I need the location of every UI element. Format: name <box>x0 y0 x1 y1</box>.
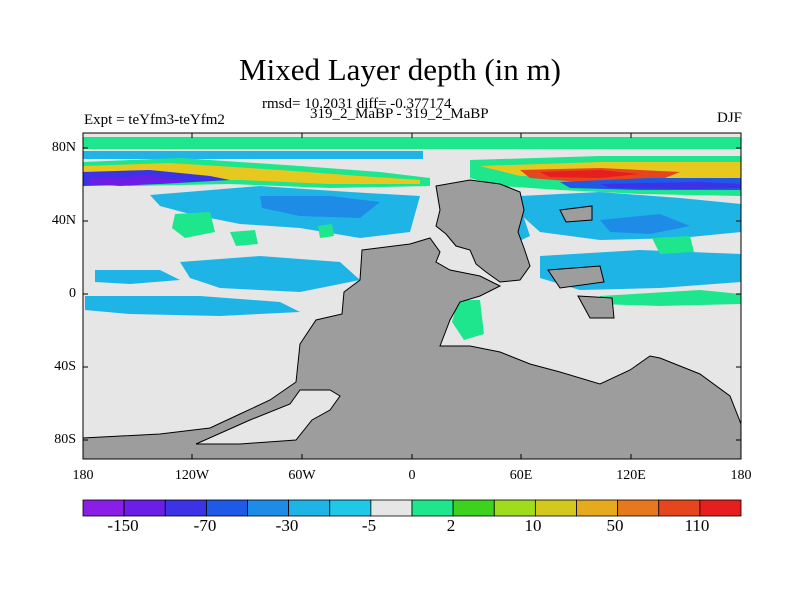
land-mass <box>435 179 531 283</box>
lat-label: 40S <box>54 359 76 374</box>
colorbar-swatch <box>123 499 166 517</box>
colorbar-label: 2 <box>446 516 456 535</box>
colorbar-label: -150 <box>107 516 139 535</box>
axis-ticks <box>82 133 742 459</box>
colorbar-swatch <box>288 499 331 517</box>
lon-label: 0 <box>408 468 416 483</box>
season-label: DJF <box>716 110 742 126</box>
colorbar-swatch <box>658 499 701 517</box>
lon-label: 120W <box>174 468 210 483</box>
anomaly-patch <box>172 212 215 238</box>
colorbar-label: -70 <box>193 516 217 535</box>
ocean-region <box>195 389 341 445</box>
lat-label: 80N <box>51 140 76 155</box>
anomaly-patch <box>318 224 334 238</box>
colorbar-label: -30 <box>275 516 299 535</box>
colorbar-swatch <box>617 499 660 517</box>
anomaly-band <box>540 170 640 178</box>
colorbar-swatch <box>699 499 742 517</box>
colorbar-swatch <box>82 499 125 517</box>
colorbar-label: -5 <box>361 516 377 535</box>
colorbar-swatch <box>329 499 372 517</box>
lat-label: 80S <box>54 432 76 447</box>
colorbar-swatch <box>247 499 290 517</box>
land-mass <box>559 205 593 223</box>
colorbar-swatch <box>164 499 207 517</box>
anomaly-patch <box>85 296 300 316</box>
anomaly-patch <box>95 270 180 284</box>
lon-label: 180 <box>730 468 752 483</box>
lat-label: 0 <box>69 286 76 301</box>
colorbar-label: 50 <box>606 516 624 535</box>
lon-label: 180 <box>72 468 94 483</box>
anomaly-patch <box>452 300 484 340</box>
colorbar <box>82 499 742 517</box>
colorbar-swatch <box>205 499 248 517</box>
lon-label: 120E <box>616 468 646 483</box>
anomaly-band <box>90 176 190 186</box>
colorbar-swatch <box>411 499 454 517</box>
colorbar-swatch <box>370 499 413 517</box>
land-mass <box>82 237 742 460</box>
colorbar-swatch <box>576 499 619 517</box>
stats-subtitle: rmsd= 10.2031 diff= -0.377174 <box>262 96 452 112</box>
colorbar-label: 10 <box>524 516 542 535</box>
lon-label: 60E <box>509 468 533 483</box>
colorbar-swatch <box>534 499 577 517</box>
land-mass <box>577 295 615 319</box>
experiment-label: Expt = teYfm3-teYfm2 <box>84 112 225 128</box>
anomaly-patch <box>600 290 741 306</box>
anomaly-patch <box>260 196 380 218</box>
lon-label: 60W <box>288 468 316 483</box>
anomaly-patch <box>520 192 741 240</box>
anomaly-band <box>83 137 741 149</box>
anomaly-patch <box>600 214 690 234</box>
map-title: Mixed Layer depth (in m) <box>239 52 561 87</box>
colorbar-label: 110 <box>684 516 710 535</box>
colorbar-swatch <box>452 499 495 517</box>
anomaly-patch <box>652 236 694 254</box>
lat-label: 40N <box>51 213 76 228</box>
anomaly-band <box>83 151 423 159</box>
colorbar-swatch <box>493 499 536 517</box>
land-mass <box>547 265 605 289</box>
anomaly-patch <box>180 256 360 292</box>
anomaly-band <box>600 182 741 189</box>
model-subtitle: 319_2_MaBP - 319_2_MaBP <box>310 106 489 122</box>
anomaly-patch <box>230 230 258 246</box>
